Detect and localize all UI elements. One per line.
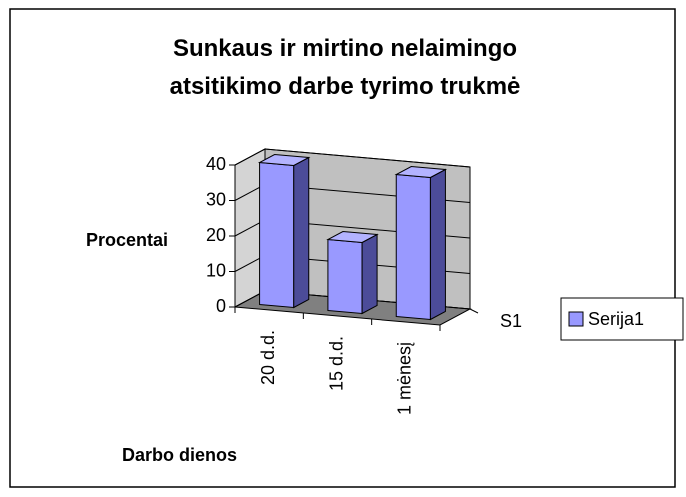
y-tick-label: 20	[206, 225, 226, 245]
bar-side	[361, 233, 378, 315]
bar-top	[257, 153, 311, 167]
y-tick-label: 30	[206, 189, 226, 209]
x-axis-label: Darbo dienos	[122, 445, 237, 465]
x-tick-label: 1 mėnesį	[395, 342, 415, 415]
bar-front	[259, 161, 295, 309]
x-tick-label: 20 d.d.	[258, 330, 278, 385]
legend-label: Serija1	[588, 309, 644, 329]
depth-tick	[469, 308, 479, 314]
bar-top	[394, 165, 448, 179]
chart-title: Sunkaus ir mirtino nelaimingo atsitikimo…	[169, 35, 521, 100]
bar-side	[429, 168, 446, 321]
x-tick-label: 15 d.d.	[326, 336, 346, 391]
y-tick-label: 10	[206, 260, 226, 280]
y-tick-label: 0	[216, 296, 226, 316]
bar-front	[327, 238, 363, 315]
depth-label: S1	[500, 311, 522, 331]
y-axis-label: Procentai	[86, 230, 168, 250]
grid-line	[234, 148, 471, 168]
bar-front	[395, 173, 431, 321]
bar-top	[326, 230, 379, 244]
y-tick-label: 40	[206, 154, 226, 174]
legend-swatch	[568, 311, 584, 327]
bar-side	[293, 156, 310, 309]
